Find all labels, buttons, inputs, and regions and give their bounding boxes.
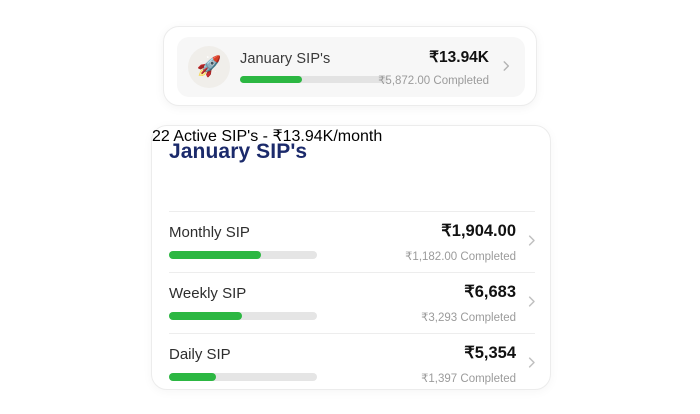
summary-amount: ₹13.94K bbox=[429, 49, 489, 66]
sip-row-label: Daily SIP bbox=[169, 346, 231, 363]
sip-row-amount: ₹1,904.00 bbox=[441, 222, 516, 240]
sip-row-progress-fill bbox=[169, 312, 242, 320]
sip-row-completed-text: ₹1,182.00 Completed bbox=[405, 251, 516, 263]
row-divider bbox=[169, 211, 535, 212]
chevron-right-icon[interactable] bbox=[524, 294, 539, 309]
chevron-right-icon[interactable] bbox=[499, 59, 513, 73]
detail-subtitle: 22 Active SIP's - ₹13.94K/month bbox=[152, 128, 383, 145]
rocket-icon-glyph: 🚀 bbox=[196, 56, 222, 78]
sip-row-amount: ₹5,354 bbox=[464, 344, 516, 362]
sip-row-progress-track bbox=[169, 251, 317, 259]
sip-summary-row[interactable]: 🚀 January SIP's ₹13.94K ₹5,872.00 Comple… bbox=[177, 37, 525, 97]
sip-detail-card: January SIP's 22 Active SIP's - ₹13.94K/… bbox=[151, 125, 551, 390]
sip-row-label: Monthly SIP bbox=[169, 224, 250, 241]
chevron-right-icon[interactable] bbox=[524, 233, 539, 248]
rocket-icon: 🚀 bbox=[188, 46, 230, 88]
detail-title: January SIP's bbox=[169, 140, 308, 163]
chevron-right-icon[interactable] bbox=[524, 355, 539, 370]
sip-row-label: Weekly SIP bbox=[169, 285, 247, 302]
row-divider bbox=[169, 272, 535, 273]
sip-summary-card[interactable]: 🚀 January SIP's ₹13.94K ₹5,872.00 Comple… bbox=[163, 26, 537, 106]
summary-title: January SIP's bbox=[240, 51, 331, 67]
summary-progress-fill bbox=[240, 76, 303, 83]
sip-list-item[interactable]: Monthly SIP ₹1,904.00 ₹1,182.00 Complete… bbox=[152, 211, 552, 272]
sip-row-progress-track bbox=[169, 373, 317, 381]
sip-row-completed-text: ₹3,293 Completed bbox=[421, 312, 516, 324]
sip-row-progress-track bbox=[169, 312, 317, 320]
sip-row-amount: ₹6,683 bbox=[464, 283, 516, 301]
sip-list-item[interactable]: Daily SIP ₹5,354 ₹1,397 Completed bbox=[152, 333, 552, 394]
sip-row-progress-fill bbox=[169, 251, 261, 259]
summary-completed-text: ₹5,872.00 Completed bbox=[378, 75, 489, 87]
sip-list-item[interactable]: Weekly SIP ₹6,683 ₹3,293 Completed bbox=[152, 272, 552, 333]
row-divider bbox=[169, 333, 535, 334]
summary-progress-track bbox=[240, 76, 388, 83]
sip-row-progress-fill bbox=[169, 373, 217, 381]
sip-row-completed-text: ₹1,397 Completed bbox=[421, 373, 516, 385]
